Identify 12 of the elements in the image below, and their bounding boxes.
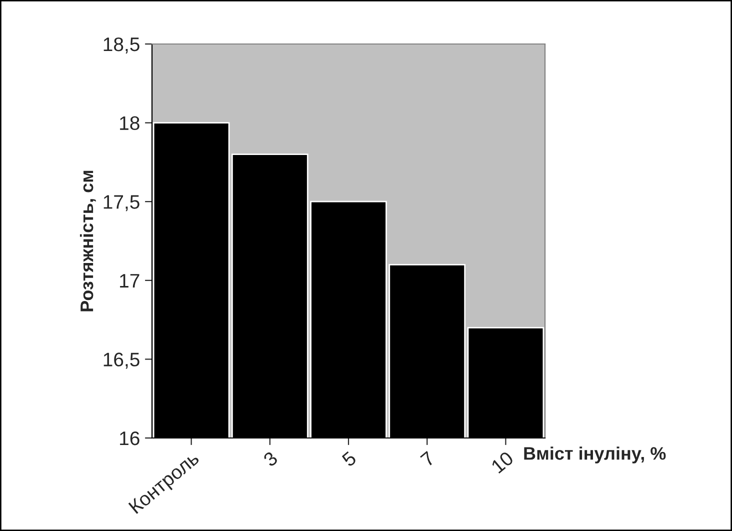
y-tick-label: 18: [120, 116, 140, 130]
y-tick-label: 16,5: [104, 352, 140, 369]
y-axis-title: Розтяжність, см: [80, 170, 96, 312]
x-tick-label: 3: [262, 450, 278, 468]
x-tick-label: 10: [490, 450, 514, 474]
y-tick-label: 18,5: [104, 37, 140, 54]
x-axis-title: Вміст інуліну, %: [524, 446, 666, 464]
y-tick-label: 16: [120, 431, 140, 446]
y-tick-label: 17,5: [104, 195, 140, 212]
x-tick-label: 7: [420, 450, 436, 467]
x-tick-label: 5: [341, 450, 358, 468]
y-tick-label: 17: [120, 274, 140, 288]
